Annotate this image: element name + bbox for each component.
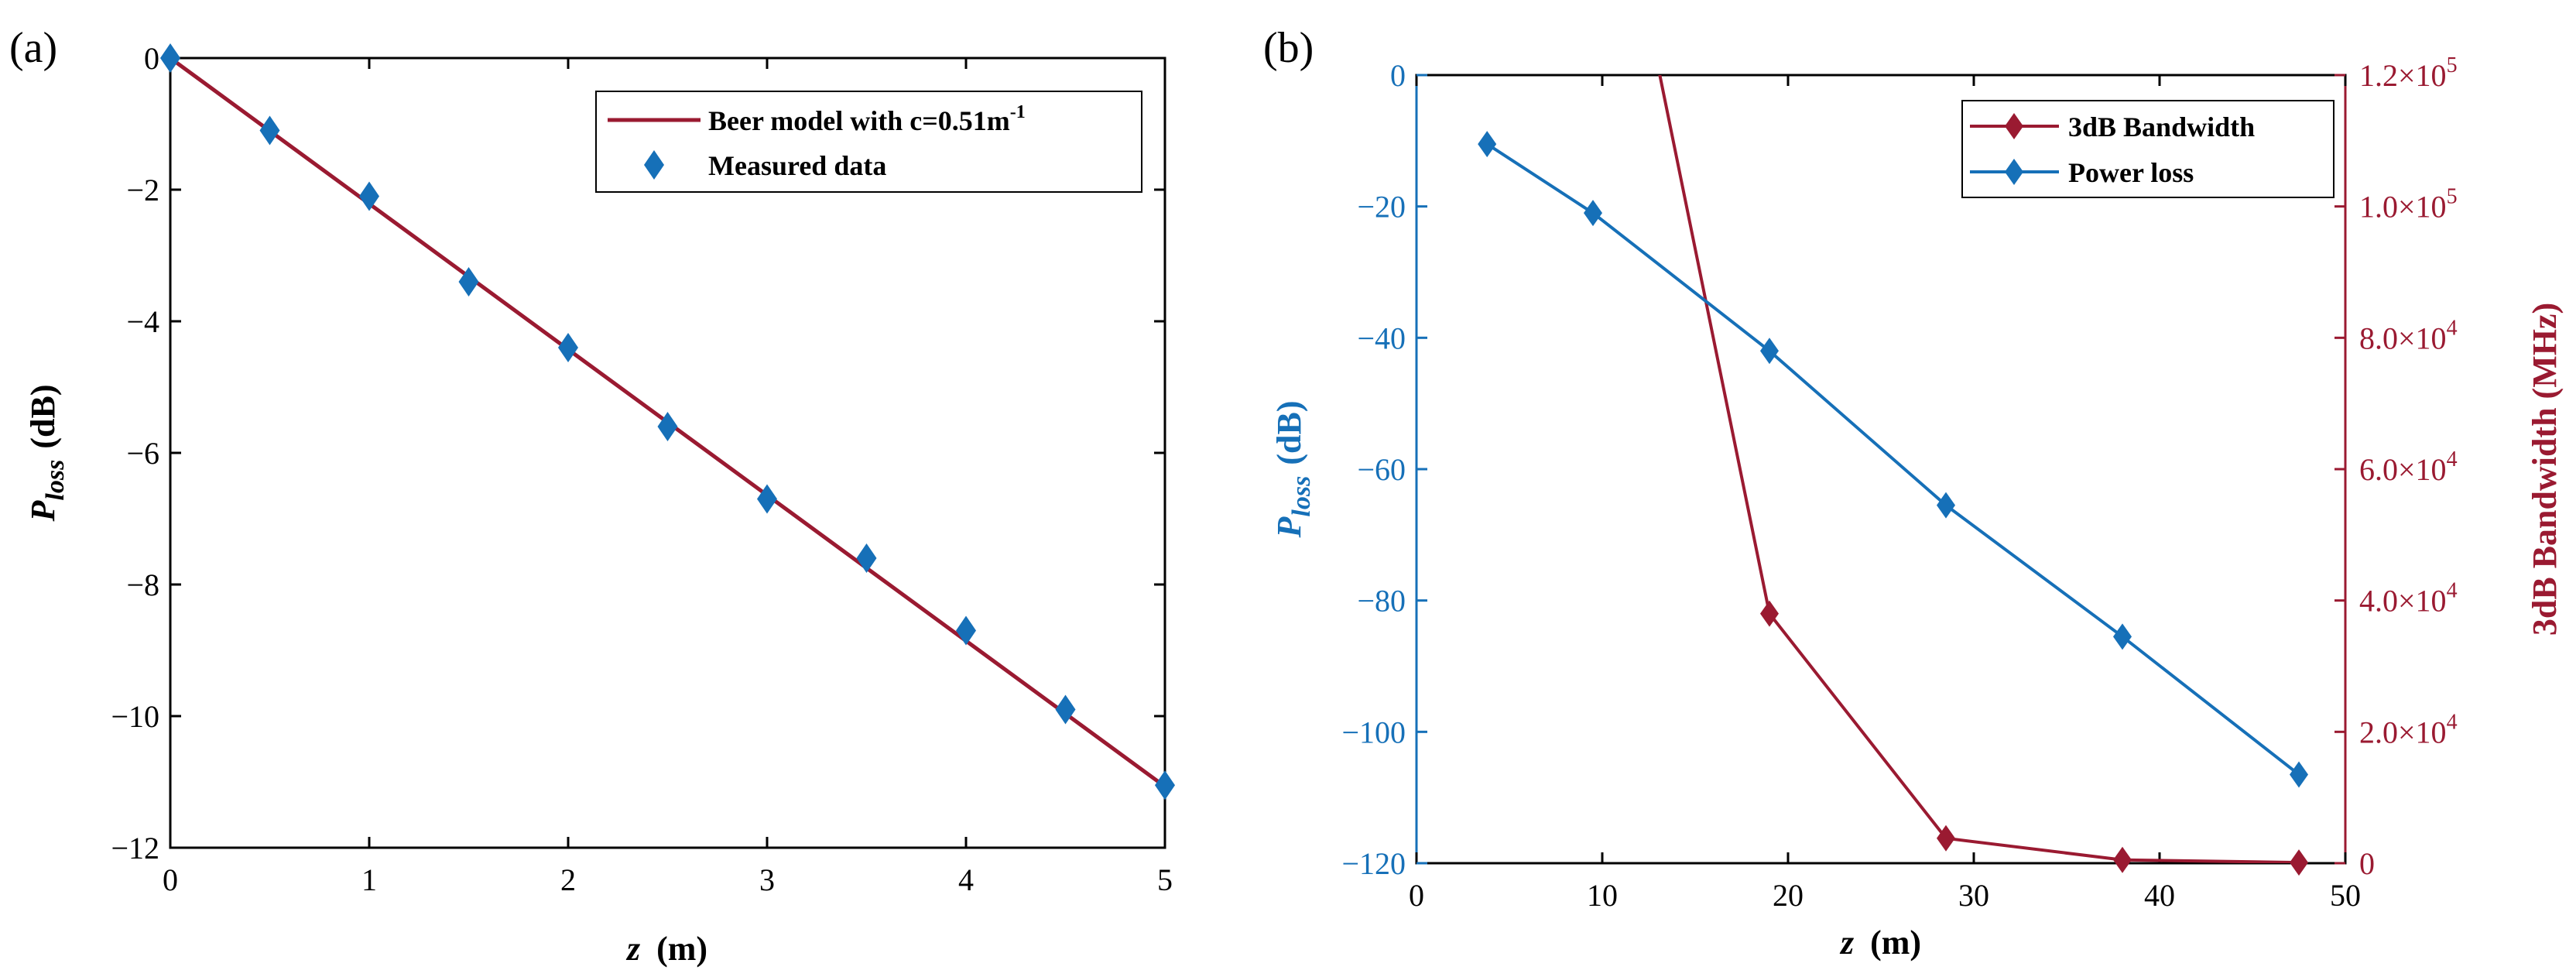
power-loss-point xyxy=(1478,131,1497,158)
y2-tick-label-b: 1.2×105 xyxy=(2359,53,2458,93)
chart-b: (b) 0 10 20 30 40 50 0 −20 −40 −60 −80 −100 −120 0 2… xyxy=(1263,24,2564,962)
legend-a: Beer model with c=0.51m-1 Measured data xyxy=(595,91,1142,193)
power-loss-point xyxy=(2290,761,2308,788)
y-tick-label-a: −10 xyxy=(111,699,159,734)
y-tick-label-a: 0 xyxy=(144,41,159,76)
y2-tick-label-b: 2.0×104 xyxy=(2359,710,2458,749)
measured-point xyxy=(458,267,479,297)
bandwidth-point xyxy=(2290,849,2308,876)
x-tick-label-a: 3 xyxy=(759,862,775,897)
x-tick-label-b: 50 xyxy=(2330,878,2361,913)
y2-axis-label-b: 3dB Bandwidth (MHz) xyxy=(2526,303,2564,636)
y2-tick-label-b: 1.0×105 xyxy=(2359,185,2458,225)
measured-point xyxy=(657,412,678,441)
bandwidth-line xyxy=(1658,75,2300,863)
measured-point xyxy=(1155,770,1175,800)
legend-swatch-measured xyxy=(644,150,664,180)
y2-tick-label-b: 0 xyxy=(2359,846,2375,881)
bandwidth-point xyxy=(2113,846,2132,873)
power-loss-line xyxy=(1486,142,2300,776)
y-tick-label-b: 0 xyxy=(1390,58,1406,93)
y-tick-label-a: −12 xyxy=(111,831,159,866)
x-tick-label-b: 30 xyxy=(1958,878,1989,913)
y2-tick-label-b: 4.0×104 xyxy=(2359,579,2458,619)
power-loss-point xyxy=(1584,200,1602,227)
y-tick-label-b: −100 xyxy=(1341,715,1406,749)
x-axis-label-b: z (m) xyxy=(1839,924,1921,962)
chart-a: (a) 0 1 2 3 4 5 0 −2 −4 −6 −8 −10 −12 z (m) Ploss(d… xyxy=(9,24,1175,968)
measured-point xyxy=(558,333,578,362)
measured-point xyxy=(856,543,877,573)
y-tick-label-b: −20 xyxy=(1357,190,1406,225)
x-tick-label-a: 5 xyxy=(1157,862,1173,897)
y-tick-label-b: −120 xyxy=(1341,846,1406,881)
x-tick-label-b: 0 xyxy=(1409,878,1424,913)
y-tick-label-b: −80 xyxy=(1357,584,1406,619)
legend-label-model: Beer model with c=0.51m-1 xyxy=(708,102,1026,136)
legend-label-bandwidth: 3dB Bandwidth xyxy=(2068,111,2255,142)
x-axis-label-a: z (m) xyxy=(625,930,707,968)
panel-label-a: (a) xyxy=(9,24,57,72)
y-axis-label-a: Ploss(dB) xyxy=(24,385,70,523)
y-tick-label-b: −60 xyxy=(1357,452,1406,487)
bandwidth-point xyxy=(1937,824,1955,852)
y-tick-label-a: −8 xyxy=(126,567,159,602)
y2-tick-label-b: 8.0×104 xyxy=(2359,316,2458,355)
measured-point xyxy=(757,484,777,514)
legend-box-b xyxy=(1961,100,2334,198)
y2-tick-label-b: 6.0×104 xyxy=(2359,447,2458,487)
x-tick-label-a: 2 xyxy=(560,862,576,897)
power-loss-point xyxy=(1937,492,1955,519)
legend-b: 3dB Bandwidth Power loss xyxy=(1961,100,2334,198)
measured-point xyxy=(956,615,976,646)
power-loss-point xyxy=(1760,338,1779,365)
legend-swatch-power-marker xyxy=(2005,159,2023,185)
x-tick-label-a: 1 xyxy=(361,862,377,897)
legend-label-measured: Measured data xyxy=(708,150,886,181)
legend-swatch-bandwidth-marker xyxy=(2005,113,2023,139)
measured-point xyxy=(1055,694,1076,725)
y-tick-label-a: −4 xyxy=(126,304,159,339)
legend-label-power: Power loss xyxy=(2068,157,2194,188)
y-tick-label-a: −2 xyxy=(126,173,159,207)
legend-box-a xyxy=(595,91,1142,193)
y-axis-label-b: Ploss(dB) xyxy=(1270,401,1316,539)
x-tick-label-b: 20 xyxy=(1773,878,1804,913)
power-loss-point xyxy=(2113,623,2132,650)
x-tick-label-a: 0 xyxy=(163,862,178,897)
measured-point xyxy=(160,43,180,73)
bandwidth-point xyxy=(1760,600,1779,627)
x-tick-label-a: 4 xyxy=(958,862,974,897)
x-tick-label-b: 10 xyxy=(1587,878,1618,913)
panel-label-b: (b) xyxy=(1263,24,1314,72)
x-tick-label-b: 40 xyxy=(2144,878,2175,913)
measured-point xyxy=(259,115,280,146)
measured-point xyxy=(359,181,379,211)
y-tick-label-a: −6 xyxy=(126,436,159,471)
y-tick-label-b: −40 xyxy=(1357,321,1406,355)
